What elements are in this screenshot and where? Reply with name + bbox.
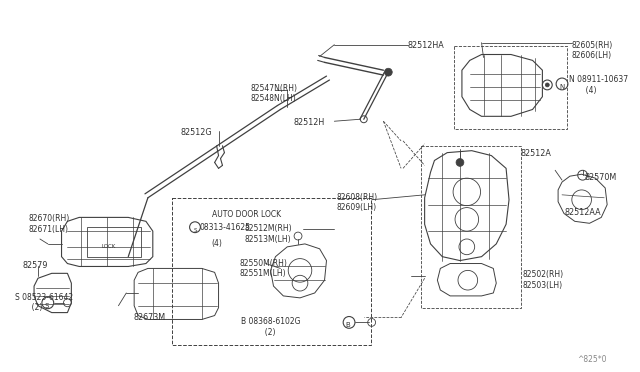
Text: 82512AA: 82512AA	[565, 208, 602, 217]
Text: 08313-41625: 08313-41625	[200, 223, 251, 232]
Text: 82502(RH)
82503(LH): 82502(RH) 82503(LH)	[523, 270, 564, 290]
Circle shape	[456, 158, 464, 166]
Text: ^825*0: ^825*0	[578, 355, 607, 364]
Text: 82673M: 82673M	[133, 312, 165, 321]
Text: 82512G: 82512G	[180, 128, 212, 137]
Text: B: B	[346, 323, 351, 328]
Text: 82670(RH)
82671(LH): 82670(RH) 82671(LH)	[28, 215, 69, 234]
Text: S: S	[193, 228, 196, 232]
Text: 82512M(RH)
82513M(LH): 82512M(RH) 82513M(LH)	[244, 224, 292, 244]
Text: S: S	[45, 303, 49, 309]
Text: 82550M(RH)
82551M(LH): 82550M(RH) 82551M(LH)	[239, 259, 287, 278]
Circle shape	[385, 68, 392, 76]
Text: LOCK: LOCK	[102, 244, 116, 249]
Text: S 08523-61642
       (2): S 08523-61642 (2)	[15, 293, 74, 312]
Circle shape	[545, 83, 549, 87]
Text: 82579: 82579	[22, 260, 48, 270]
Text: 82570M: 82570M	[584, 173, 617, 182]
Text: 82512HA: 82512HA	[408, 41, 445, 50]
Text: 82512H: 82512H	[293, 118, 324, 127]
Text: B 08368-6102G
          (2): B 08368-6102G (2)	[241, 317, 301, 337]
Text: 82512A: 82512A	[521, 149, 552, 158]
Text: (4): (4)	[212, 239, 223, 248]
Text: 82547N(RH)
82548N(LH): 82547N(RH) 82548N(LH)	[251, 84, 298, 103]
Text: N 08911-10637
       (4): N 08911-10637 (4)	[569, 75, 628, 94]
Text: 82605(RH)
82606(LH): 82605(RH) 82606(LH)	[572, 41, 613, 60]
Text: 82608(RH)
82609(LH): 82608(RH) 82609(LH)	[336, 193, 378, 212]
Text: N: N	[559, 84, 564, 90]
Text: AUTO DOOR LOCK: AUTO DOOR LOCK	[212, 209, 281, 219]
